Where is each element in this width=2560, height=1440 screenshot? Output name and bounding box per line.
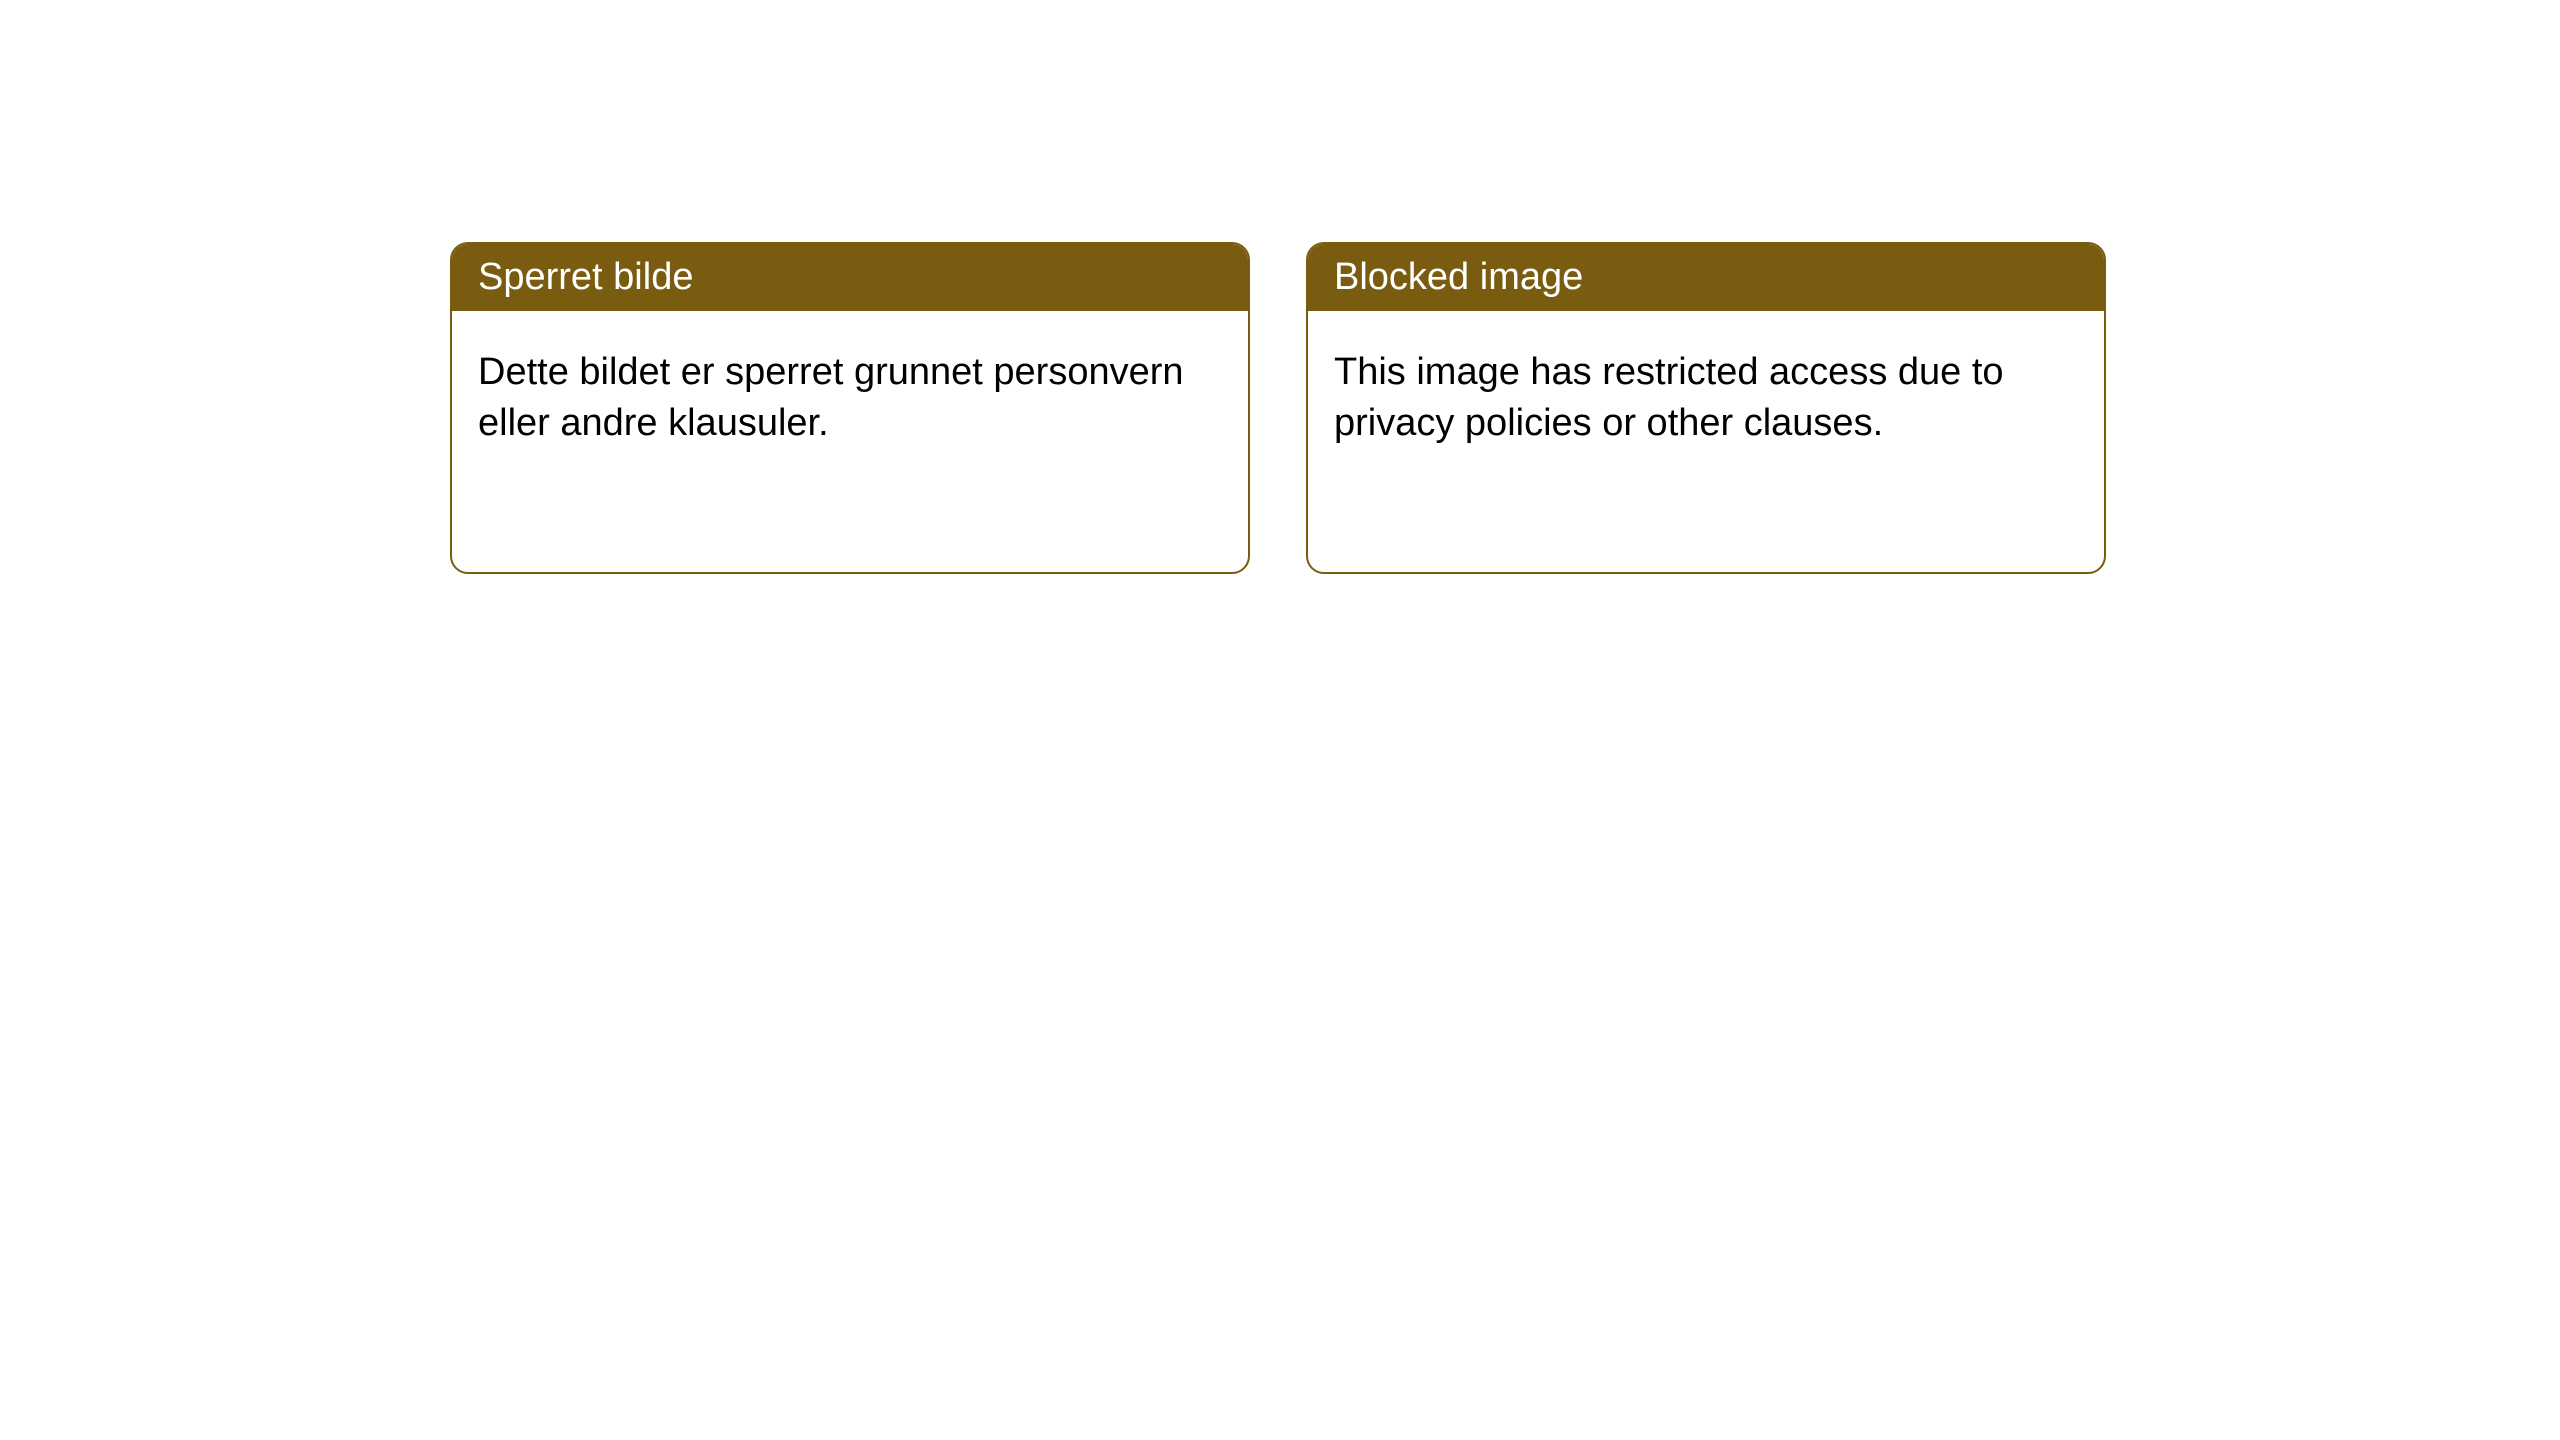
card-title: Blocked image (1334, 256, 1583, 298)
card-title: Sperret bilde (478, 256, 693, 298)
card-body: Dette bildet er sperret grunnet personve… (452, 311, 1248, 486)
card-body: This image has restricted access due to … (1308, 311, 2104, 486)
card-message: Dette bildet er sperret grunnet personve… (478, 351, 1184, 444)
card-message: This image has restricted access due to … (1334, 351, 2004, 444)
notice-card-norwegian: Sperret bilde Dette bildet er sperret gr… (450, 242, 1250, 574)
notice-card-english: Blocked image This image has restricted … (1306, 242, 2106, 574)
notice-cards-container: Sperret bilde Dette bildet er sperret gr… (450, 242, 2106, 574)
card-header: Blocked image (1308, 244, 2104, 311)
card-header: Sperret bilde (452, 244, 1248, 311)
